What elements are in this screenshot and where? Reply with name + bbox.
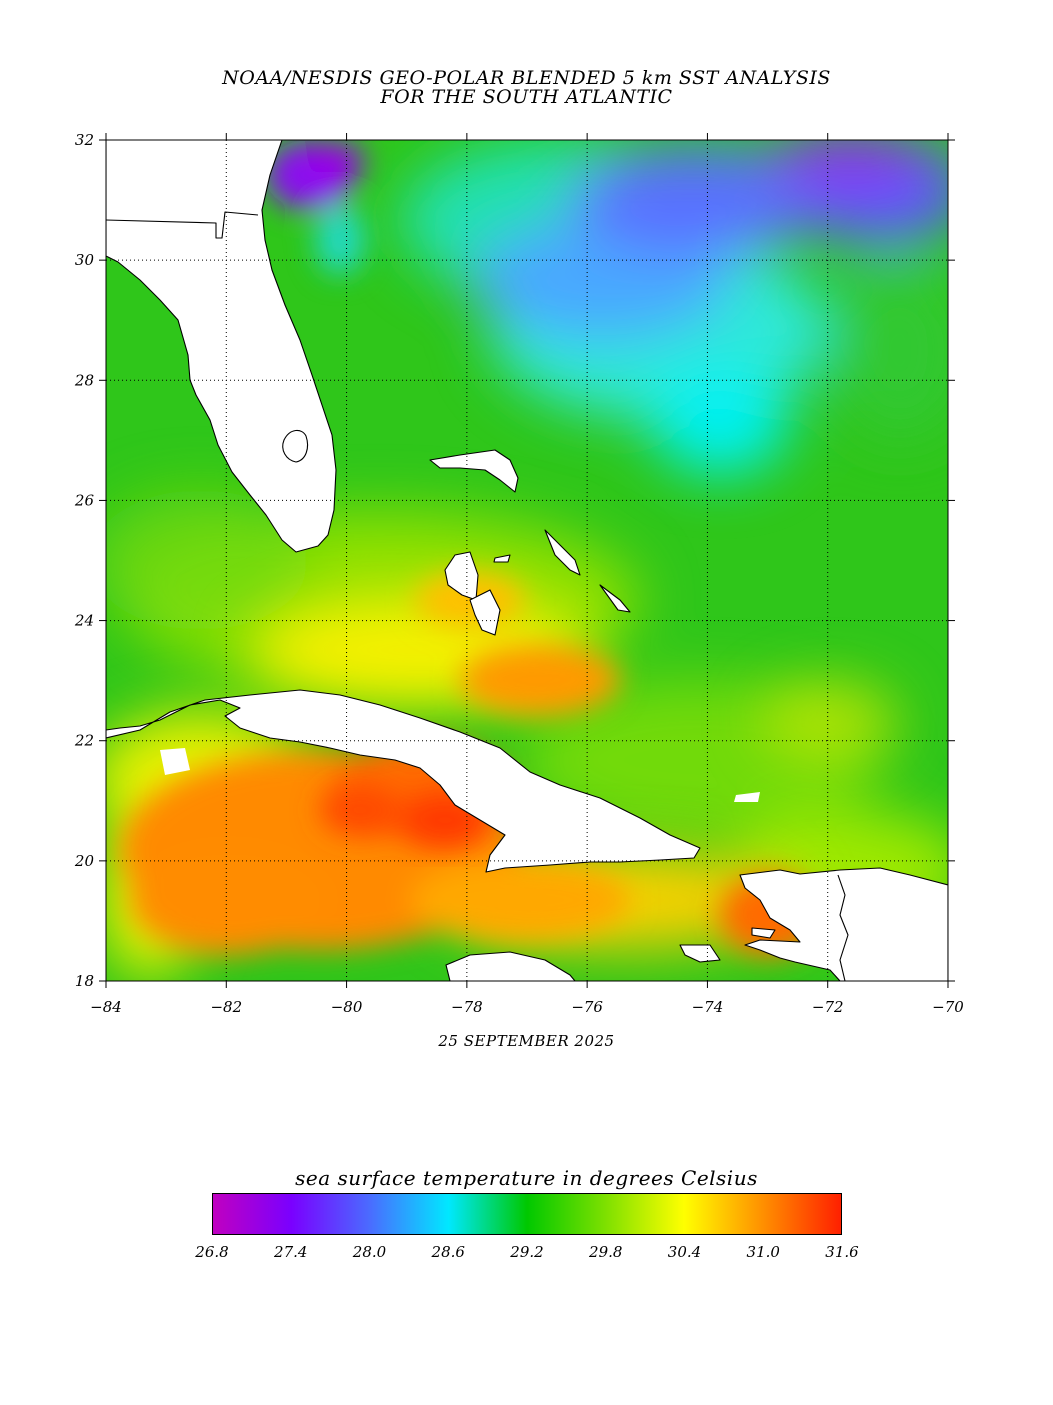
colorbar-tick-label: 31.6	[825, 1243, 859, 1261]
colorbar-title: sea surface temperature in degrees Celsi…	[295, 1166, 758, 1190]
lat-tick-label: 22	[74, 732, 94, 750]
andros-island	[444, 551, 479, 601]
colorbar-tick-label: 28.6	[431, 1243, 465, 1261]
lat-tick-label: 20	[74, 852, 95, 870]
colorbar-tick-label: 26.8	[195, 1243, 229, 1261]
colorbar	[212, 1193, 842, 1235]
lat-tick-label: 32	[75, 131, 94, 149]
lat-tick-label: 28	[74, 371, 94, 389]
grand-bahama	[429, 449, 519, 493]
jamaica-landmass	[445, 951, 576, 981]
lat-tick-label: 30	[75, 251, 95, 269]
map-title-line1: NOAA/NESDIS GEO-POLAR BLENDED 5 km SST A…	[222, 67, 831, 89]
florida-landmass	[106, 140, 337, 553]
colorbar-tick-label: 28.0	[352, 1243, 387, 1261]
colorbar-tick-label: 29.2	[510, 1243, 544, 1261]
lake-okeechobee	[282, 429, 309, 463]
colorbar-tick-label: 27.4	[274, 1243, 308, 1261]
lon-tick-label: −82	[210, 998, 242, 1016]
lon-tick-label: −84	[90, 998, 122, 1016]
map-frame	[105, 139, 949, 982]
lat-tick-label: 26	[74, 491, 95, 509]
lon-tick-label: −70	[932, 998, 964, 1016]
map-title-line2: FOR THE SOUTH ATLANTIC	[380, 86, 673, 108]
colorbar-tick-label: 31.0	[746, 1243, 780, 1261]
land-masses	[106, 140, 948, 981]
colorbar-tick-label: 29.8	[589, 1243, 623, 1261]
lon-tick-label: −72	[812, 998, 844, 1016]
lon-tick-label: −76	[571, 998, 603, 1016]
lon-tick-label: −78	[451, 998, 483, 1016]
sst-field	[106, 140, 948, 981]
lat-tick-label: 18	[75, 972, 94, 990]
axis-ticks: −84 −82 −80 −78 −76 −74 −72 −70 18 20 22 24 26 28 30 32	[74, 131, 964, 1016]
great-abaco	[469, 589, 501, 636]
lon-tick-label: −74	[692, 998, 724, 1016]
analysis-date: 25 SEPTEMBER 2025	[438, 1032, 615, 1050]
cuba-landmass	[106, 689, 701, 873]
graticule	[106, 140, 948, 981]
sst-map: −84 −82 −80 −78 −76 −74 −72 −70 18 20 22 24 26 28 30 32	[74, 131, 964, 1016]
lat-tick-label: 24	[74, 612, 94, 630]
colorbar-tick-label: 30.4	[667, 1243, 702, 1261]
lon-tick-label: −80	[331, 998, 363, 1016]
